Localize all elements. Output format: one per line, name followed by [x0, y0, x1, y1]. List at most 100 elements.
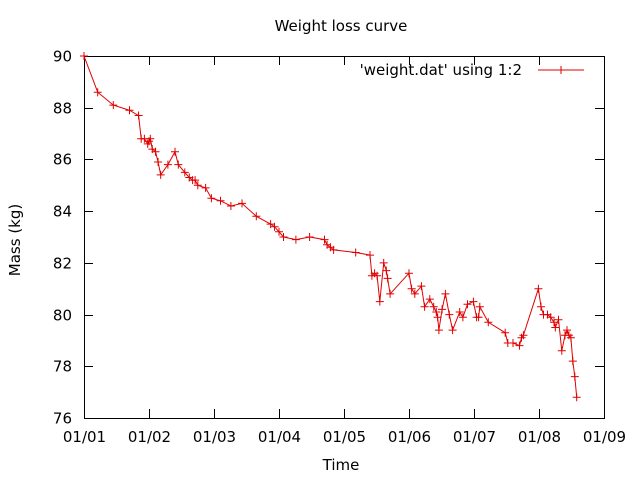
data-point: [519, 331, 528, 340]
x-tick-label: 01/07: [453, 428, 496, 446]
data-point: [291, 235, 300, 244]
x-tick-label: 01/01: [63, 428, 106, 446]
data-point: [305, 233, 314, 241]
data-point: [568, 357, 577, 366]
x-tick-label: 01/04: [258, 428, 301, 446]
x-tick-label: 01/09: [583, 428, 626, 446]
data-point: [156, 170, 165, 179]
data-point: [80, 52, 88, 60]
y-tick-label: 78: [53, 358, 72, 376]
legend-marker: [557, 66, 565, 74]
data-point: [375, 297, 384, 306]
x-tick-label: 01/05: [323, 428, 366, 446]
data-point: [193, 181, 202, 190]
data-point: [407, 284, 416, 293]
data-point: [109, 101, 118, 110]
data-point: [563, 326, 571, 335]
data-point: [425, 295, 434, 304]
data-point: [438, 305, 447, 314]
y-tick-label: 88: [53, 100, 72, 118]
data-point: [275, 227, 283, 236]
data-point: [379, 258, 388, 267]
data-point: [329, 245, 338, 254]
data-point: [474, 313, 483, 322]
data-point: [551, 323, 560, 332]
data-point: [383, 274, 392, 283]
data-point: [207, 194, 216, 203]
series-line: [83, 55, 578, 398]
data-point: [509, 339, 517, 347]
data-point: [146, 134, 155, 143]
data-point: [534, 284, 543, 293]
data-point: [417, 282, 426, 291]
data-point: [429, 302, 438, 311]
data-point: [252, 212, 261, 221]
data-point: [180, 168, 189, 177]
data-point: [557, 346, 566, 355]
data-point: [432, 308, 441, 316]
data-point: [191, 176, 200, 185]
y-tick-label: 80: [53, 307, 72, 325]
data-point: [445, 310, 454, 319]
data-point: [405, 269, 413, 278]
data-point: [279, 233, 288, 241]
data-point: [351, 248, 360, 257]
data-point: [475, 302, 484, 311]
data-point: [386, 289, 395, 298]
legend-label: 'weight.dat' using 1:2: [360, 61, 522, 79]
y-tick-label: 82: [53, 255, 72, 273]
y-tick-label: 76: [53, 410, 72, 428]
data-point: [174, 160, 183, 169]
data-point: [125, 106, 134, 115]
y-axis-ticks: 76 78 80 82 84 86 88 90: [53, 48, 604, 428]
data-point: [238, 199, 246, 208]
data-point: [441, 289, 450, 298]
y-tick-label: 84: [53, 203, 72, 221]
series-layer: [80, 52, 581, 402]
x-tick-label: 01/06: [388, 428, 431, 446]
data-point: [469, 297, 478, 306]
y-tick-label: 86: [53, 151, 72, 169]
chart-title: Weight loss curve: [275, 17, 408, 35]
data-point: [455, 308, 464, 316]
data-point: [382, 266, 391, 275]
y-tick-label: 90: [53, 48, 72, 66]
data-point: [537, 302, 545, 311]
data-point: [216, 196, 225, 205]
x-axis-ticks: 01/01 01/02 01/03 01/04 01/05 01/06 01/07 01/08…: [63, 56, 626, 446]
data-point: [434, 326, 443, 335]
data-point: [501, 328, 510, 337]
data-point: [163, 160, 172, 169]
data-point: [270, 222, 279, 231]
x-tick-label: 01/08: [518, 428, 561, 446]
data-point: [151, 147, 160, 156]
data-point: [154, 158, 163, 166]
data-point: [373, 271, 382, 280]
data-point: [201, 183, 210, 192]
legend: 'weight.dat' using 1:2: [360, 61, 584, 79]
data-point: [572, 393, 581, 402]
data-point: [515, 341, 524, 350]
x-tick-label: 01/03: [193, 428, 236, 446]
data-point: [433, 313, 442, 322]
data-point: [566, 333, 575, 342]
data-point: [420, 302, 429, 311]
data-point: [320, 235, 329, 244]
data-point: [410, 289, 419, 298]
data-point: [458, 313, 467, 322]
data-point: [93, 88, 102, 97]
data-point: [448, 326, 457, 335]
y-axis-label: Mass (kg): [6, 204, 24, 276]
data-point: [463, 300, 472, 309]
data-point: [570, 372, 579, 381]
x-tick-label: 01/02: [128, 428, 171, 446]
x-axis-label: Time: [322, 456, 360, 474]
data-point: [171, 147, 179, 156]
data-point: [546, 313, 555, 322]
data-point: [226, 202, 235, 210]
data-point: [484, 318, 493, 327]
data-point: [550, 318, 558, 327]
data-point: [366, 251, 374, 260]
